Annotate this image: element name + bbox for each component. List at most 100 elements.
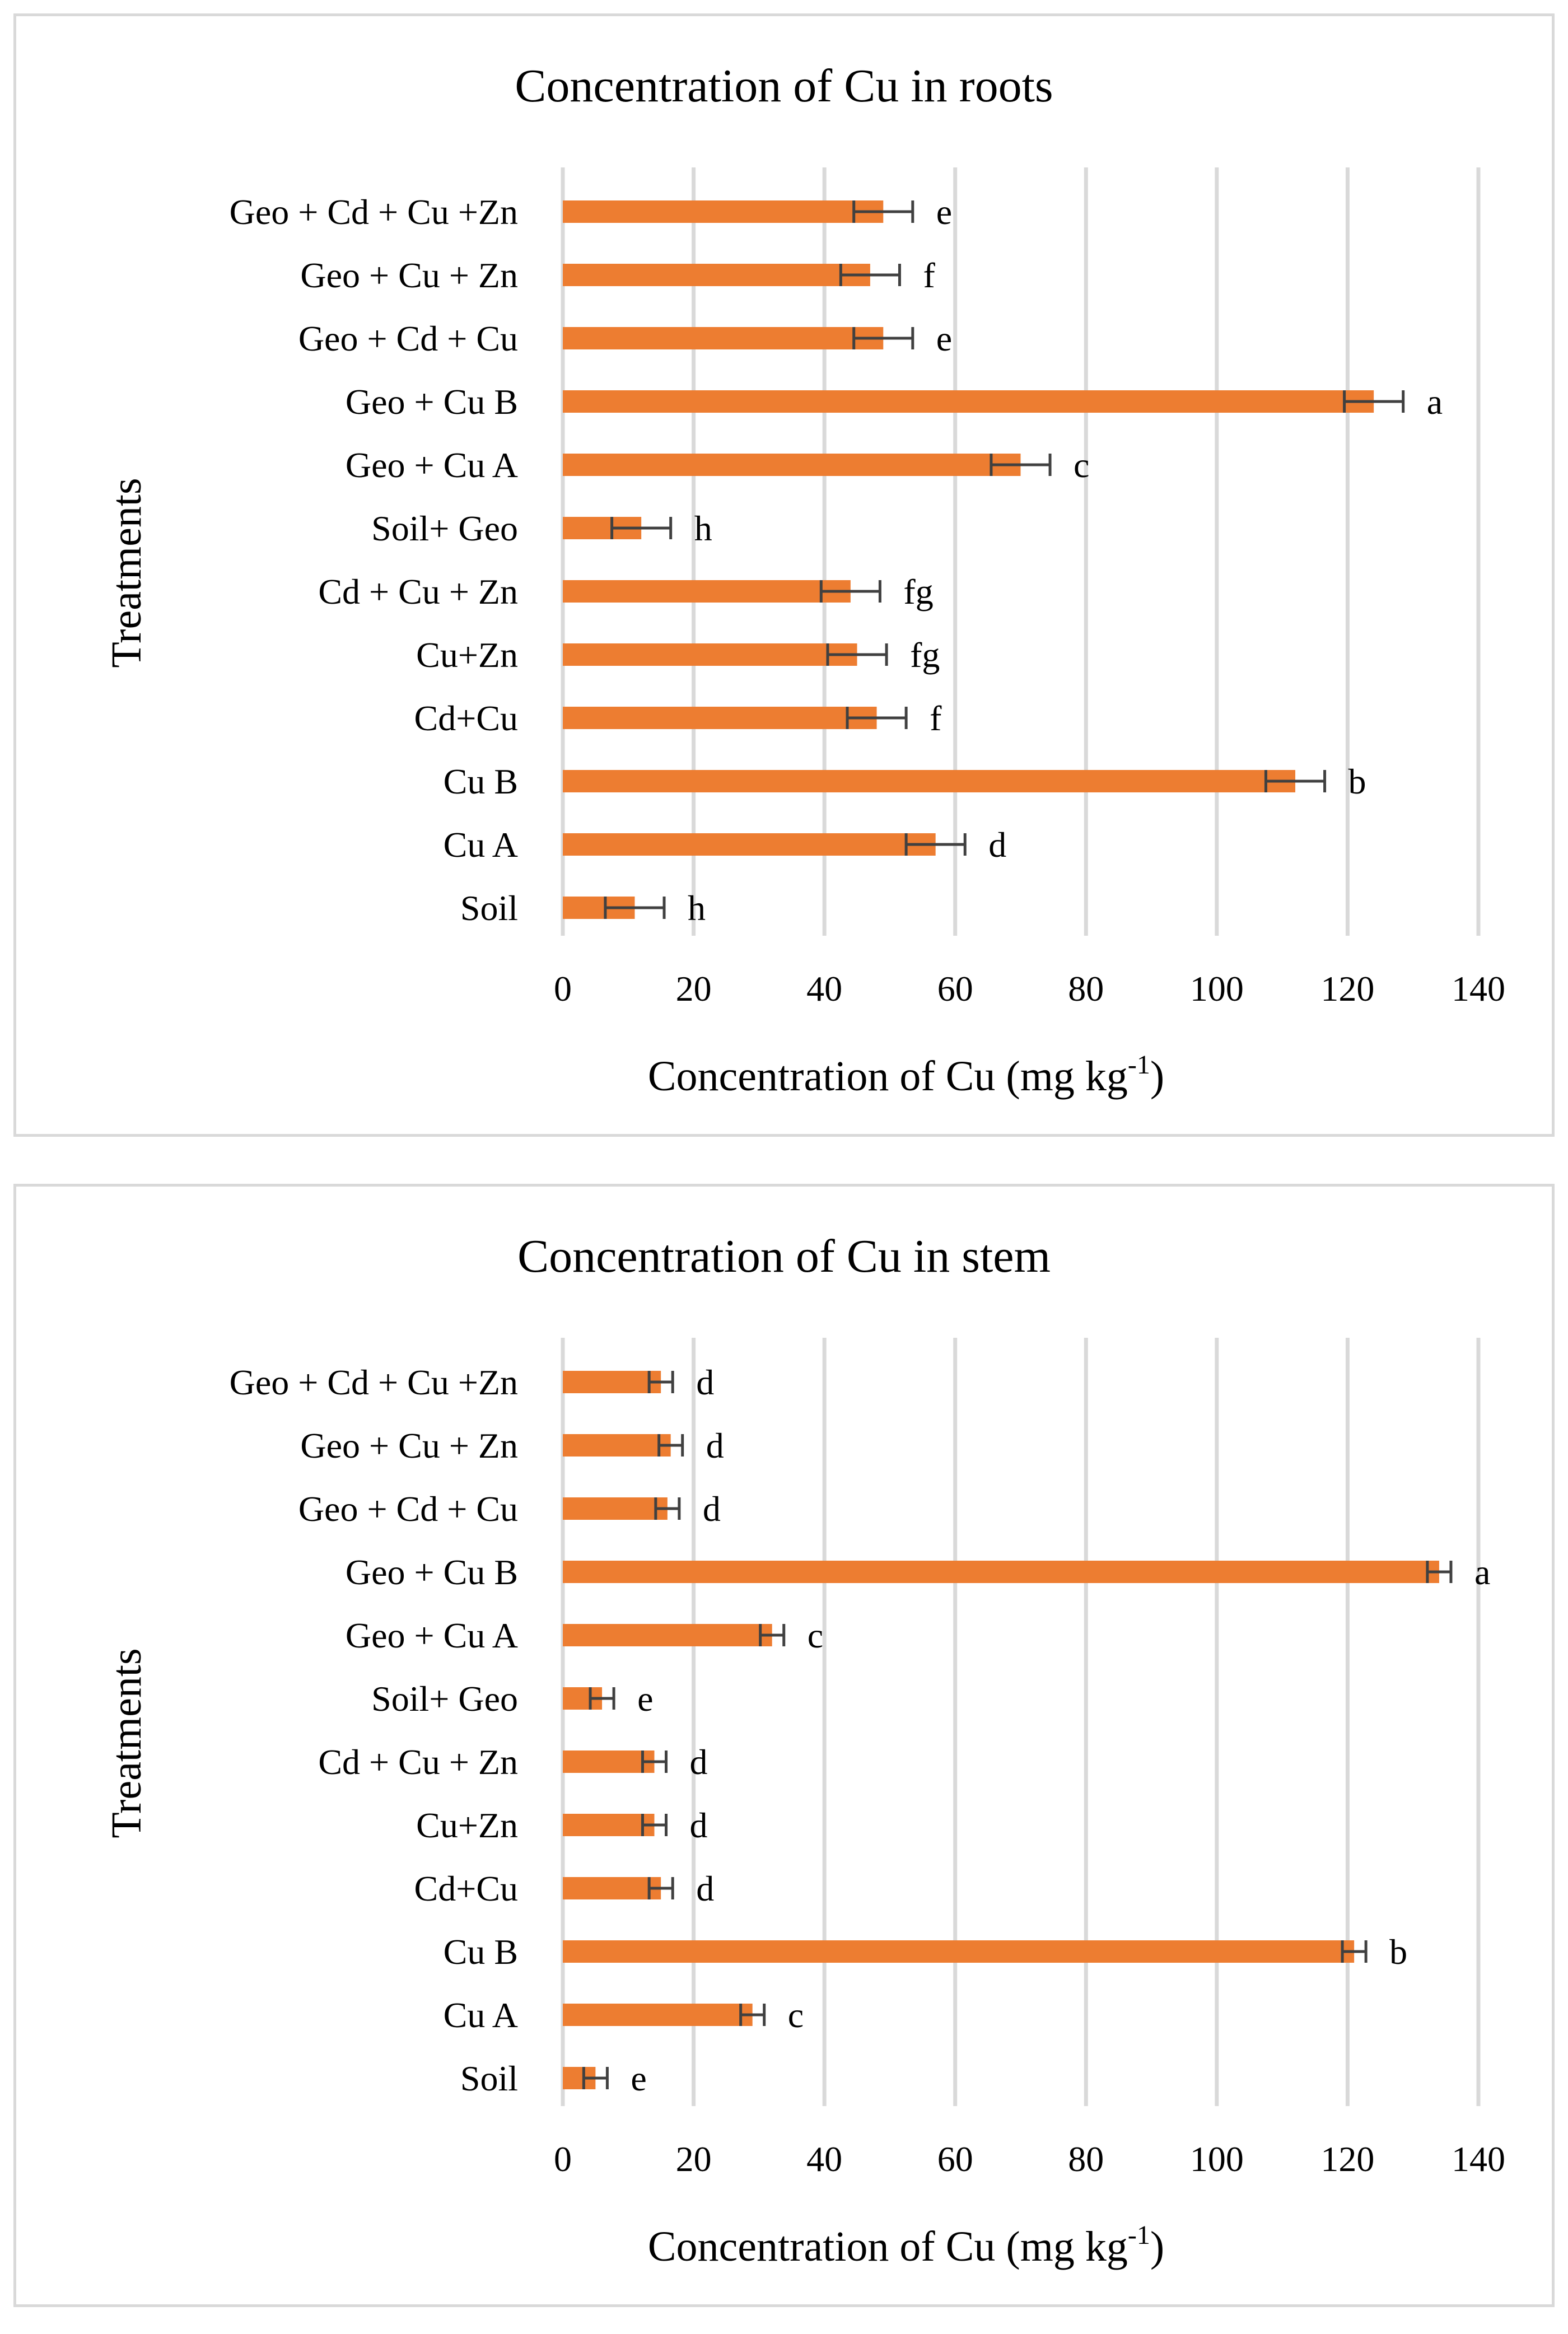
error-bar-geo-cd-cu-zn — [647, 1371, 674, 1393]
chart-title: Concentration of Cu in stem — [517, 1230, 1051, 1282]
category-label-cd-cu: Cd+Cu — [414, 698, 518, 738]
significance-label-geo-cd-cu: d — [703, 1489, 721, 1529]
error-bar-geo-cu-a — [759, 1624, 786, 1646]
significance-label-geo-cu-a: c — [808, 1616, 823, 1655]
bar-geo-cd-cu — [563, 327, 884, 349]
x-tick-label-140: 140 — [1452, 2139, 1505, 2179]
significance-label-cu-zn: d — [690, 1805, 708, 1845]
bar-cd-cu — [563, 707, 877, 729]
bar-cu-a — [563, 2004, 753, 2026]
category-label-geo-cu-zn: Geo + Cu + Zn — [300, 1426, 518, 1465]
category-label-geo-cd-cu: Geo + Cd + Cu — [298, 319, 518, 358]
category-label-cu-a: Cu A — [444, 825, 518, 865]
x-tick-label-40: 40 — [806, 969, 842, 1009]
error-bar-cu-a — [739, 2004, 766, 2026]
error-bar-cd-cu — [846, 707, 908, 729]
category-label-geo-cu-b: Geo + Cu B — [346, 382, 518, 422]
x-tick-label-140: 140 — [1452, 969, 1505, 1009]
error-bar-cu-zn — [641, 1814, 668, 1836]
x-tick-label-0: 0 — [554, 969, 572, 1009]
category-label-geo-cu-b: Geo + Cu B — [346, 1552, 518, 1592]
error-bar-cd-cu-zn — [641, 1751, 668, 1773]
significance-label-cd-cu-zn: d — [690, 1742, 708, 1782]
error-bar-cd-cu — [647, 1877, 674, 1899]
significance-label-soil-geo: e — [637, 1679, 653, 1719]
bar-geo-cu-a — [563, 1624, 772, 1646]
significance-label-cu-a: d — [988, 825, 1006, 865]
bar-cd-cu-zn — [563, 1751, 655, 1773]
x-tick-label-20: 20 — [676, 969, 712, 1009]
category-label-soil: Soil — [460, 2058, 518, 2098]
x-tick-label-80: 80 — [1068, 2139, 1104, 2179]
significance-label-geo-cu-b: a — [1474, 1552, 1490, 1592]
significance-label-geo-cu-zn: d — [706, 1426, 724, 1465]
significance-label-geo-cu-a: c — [1074, 445, 1089, 485]
bar-geo-cd-cu — [563, 1497, 668, 1520]
error-bar-soil-geo — [589, 1687, 615, 1710]
significance-label-cd-cu: d — [696, 1869, 714, 1908]
error-bar-geo-cu-b — [1343, 390, 1405, 413]
significance-label-cu-b: b — [1389, 1932, 1407, 1972]
significance-label-cd-cu: f — [930, 698, 942, 738]
bar-geo-cd-cu-zn — [563, 200, 884, 223]
y-axis-label: Treatments — [103, 1648, 150, 1838]
bar-geo-cu-zn — [563, 264, 870, 286]
y-axis-label: Treatments — [103, 478, 150, 667]
category-label-cu-b: Cu B — [444, 1932, 518, 1972]
error-bar-geo-cd-cu — [654, 1497, 681, 1520]
category-label-cu-zn: Cu+Zn — [416, 1805, 518, 1845]
bar-cd-cu — [563, 1877, 661, 1899]
bar-cu-b — [563, 1940, 1355, 1963]
error-bar-geo-cu-zn — [839, 264, 901, 286]
x-axis-label: Concentration of Cu (mg kg-1) — [648, 1050, 1164, 1100]
error-bar-geo-cd-cu-zn — [852, 200, 914, 223]
category-label-cd-cu-zn: Cd + Cu + Zn — [318, 572, 518, 611]
category-label-soil-geo: Soil+ Geo — [371, 1679, 518, 1719]
x-axis-label: Concentration of Cu (mg kg-1) — [648, 2220, 1164, 2270]
x-tick-label-100: 100 — [1190, 2139, 1244, 2179]
significance-label-geo-cu-b: a — [1427, 382, 1443, 422]
significance-label-geo-cd-cu-zn: e — [936, 192, 952, 232]
significance-label-cu-b: b — [1348, 762, 1366, 801]
bar-geo-cd-cu-zn — [563, 1371, 661, 1393]
error-bar-cu-b — [1341, 1940, 1368, 1963]
error-bar-geo-cd-cu — [852, 327, 914, 349]
x-tick-label-60: 60 — [937, 2139, 973, 2179]
error-bar-soil — [582, 2067, 609, 2089]
significance-label-cu-zn: fg — [910, 635, 940, 675]
x-tick-label-20: 20 — [676, 2139, 712, 2179]
bar-cu-b — [563, 770, 1295, 792]
roots-chart-panel: Concentration of Cu in roots 0 20 40 60 80 100… — [13, 13, 1555, 1137]
category-label-cu-a: Cu A — [444, 1995, 518, 2035]
error-bar-geo-cu-zn — [657, 1434, 684, 1457]
category-label-soil-geo: Soil+ Geo — [371, 508, 518, 548]
significance-label-geo-cu-zn: f — [923, 255, 935, 295]
error-bar-cd-cu-zn — [819, 580, 881, 603]
category-label-geo-cu-a: Geo + Cu A — [346, 1616, 518, 1655]
error-bar-cu-a — [904, 833, 967, 856]
stem-chart-panel: Concentration of Cu in stem 0 20 40 60 80 100 1… — [13, 1184, 1555, 2307]
category-label-geo-cu-zn: Geo + Cu + Zn — [300, 255, 518, 295]
error-bar-soil-geo — [610, 517, 673, 539]
stem-chart: Concentration of Cu in stem 0 20 40 60 80 100 1… — [103, 1230, 1505, 2270]
significance-label-cu-a: c — [788, 1995, 804, 2035]
category-label-geo-cu-a: Geo + Cu A — [346, 445, 518, 485]
error-bar-soil — [604, 897, 666, 919]
error-bar-cu-b — [1264, 770, 1327, 792]
category-label-cd-cu: Cd+Cu — [414, 1869, 518, 1908]
category-label-geo-cd-cu-zn: Geo + Cd + Cu +Zn — [230, 1362, 518, 1402]
category-label-cu-zn: Cu+Zn — [416, 635, 518, 675]
bar-cu-zn — [563, 1814, 655, 1836]
category-label-cd-cu-zn: Cd + Cu + Zn — [318, 1742, 518, 1782]
significance-label-soil-geo: h — [694, 508, 712, 548]
error-bar-cu-zn — [826, 643, 888, 666]
significance-label-geo-cd-cu-zn: d — [696, 1362, 714, 1402]
category-label-cu-b: Cu B — [444, 762, 518, 801]
x-tick-label-80: 80 — [1068, 969, 1104, 1009]
category-label-soil: Soil — [460, 888, 518, 928]
x-tick-label-40: 40 — [806, 2139, 842, 2179]
category-label-geo-cd-cu: Geo + Cd + Cu — [298, 1489, 518, 1529]
bar-geo-cu-a — [563, 454, 1021, 476]
bar-cd-cu-zn — [563, 580, 851, 603]
bar-geo-cu-zn — [563, 1434, 671, 1457]
